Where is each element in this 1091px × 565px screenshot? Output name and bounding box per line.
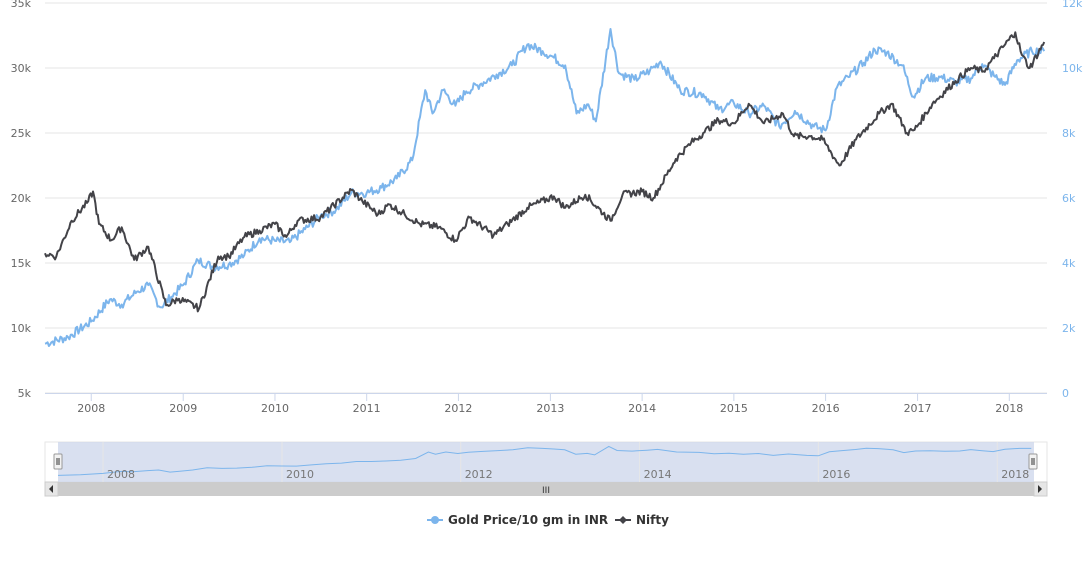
legend-marker-gold xyxy=(431,516,439,524)
series-line-nifty xyxy=(45,32,1044,311)
y-left-tick-label: 10k xyxy=(11,322,32,335)
x-tick-label: 2011 xyxy=(353,402,381,415)
navigator-year-label: 2018 xyxy=(1001,468,1029,481)
navigator-left-handle[interactable] xyxy=(54,454,62,469)
navigator-right-handle[interactable] xyxy=(1029,454,1037,469)
y-axis-right: 0 2k 4k 6k 8k 10k 12k xyxy=(1062,0,1083,400)
y-left-tick-label: 35k xyxy=(11,0,32,10)
y-left-tick-label: 20k xyxy=(11,192,32,205)
y-right-tick-label: 2k xyxy=(1062,322,1076,335)
x-tick-label: 2017 xyxy=(904,402,932,415)
navigator[interactable]: 2008 2010 2012 2014 2016 2018 xyxy=(45,442,1047,482)
legend: Gold Price/10 gm in INR Nifty xyxy=(427,513,669,527)
scrollbar[interactable]: III xyxy=(45,482,1047,496)
scroll-right-button[interactable] xyxy=(1034,482,1047,496)
x-tick-label: 2014 xyxy=(628,402,656,415)
legend-item-nifty[interactable]: Nifty xyxy=(615,513,669,527)
x-tick-label: 2012 xyxy=(444,402,472,415)
y-left-tick-label: 5k xyxy=(18,387,32,400)
y-left-tick-label: 30k xyxy=(11,62,32,75)
navigator-year-label: 2008 xyxy=(107,468,135,481)
series-group xyxy=(45,29,1044,346)
legend-label-gold: Gold Price/10 gm in INR xyxy=(448,513,608,527)
x-tick-label: 2018 xyxy=(995,402,1023,415)
y-left-tick-label: 15k xyxy=(11,257,32,270)
series-line-gold xyxy=(45,29,1044,346)
legend-label-nifty: Nifty xyxy=(636,513,669,527)
y-right-tick-label: 8k xyxy=(1062,127,1076,140)
y-right-tick-label: 4k xyxy=(1062,257,1076,270)
y-right-tick-label: 6k xyxy=(1062,192,1076,205)
legend-marker-nifty xyxy=(619,516,627,524)
navigator-year-label: 2014 xyxy=(644,468,672,481)
x-axis: 2008 2009 2010 2011 2012 2013 2014 2015 2016 2017… xyxy=(45,393,1047,415)
y-axis-left: 5k 10k 15k 20k 25k 30k 35k xyxy=(11,0,32,400)
x-tick-label: 2015 xyxy=(720,402,748,415)
navigator-year-label: 2010 xyxy=(286,468,314,481)
navigator-selection[interactable] xyxy=(58,442,1034,482)
y-right-tick-label: 0 xyxy=(1062,387,1069,400)
x-tick-label: 2016 xyxy=(812,402,840,415)
y-left-tick-label: 25k xyxy=(11,127,32,140)
x-tick-label: 2009 xyxy=(169,402,197,415)
x-tick-label: 2013 xyxy=(536,402,564,415)
x-tick-label: 2008 xyxy=(77,402,105,415)
x-tick-label: 2010 xyxy=(261,402,289,415)
legend-item-gold[interactable]: Gold Price/10 gm in INR xyxy=(427,513,608,527)
y-right-tick-label: 12k xyxy=(1062,0,1083,10)
navigator-year-label: 2012 xyxy=(465,468,493,481)
scrollbar-grip-icon: III xyxy=(542,486,550,496)
y-right-tick-label: 10k xyxy=(1062,62,1083,75)
navigator-year-label: 2016 xyxy=(822,468,850,481)
scroll-left-button[interactable] xyxy=(45,482,58,496)
